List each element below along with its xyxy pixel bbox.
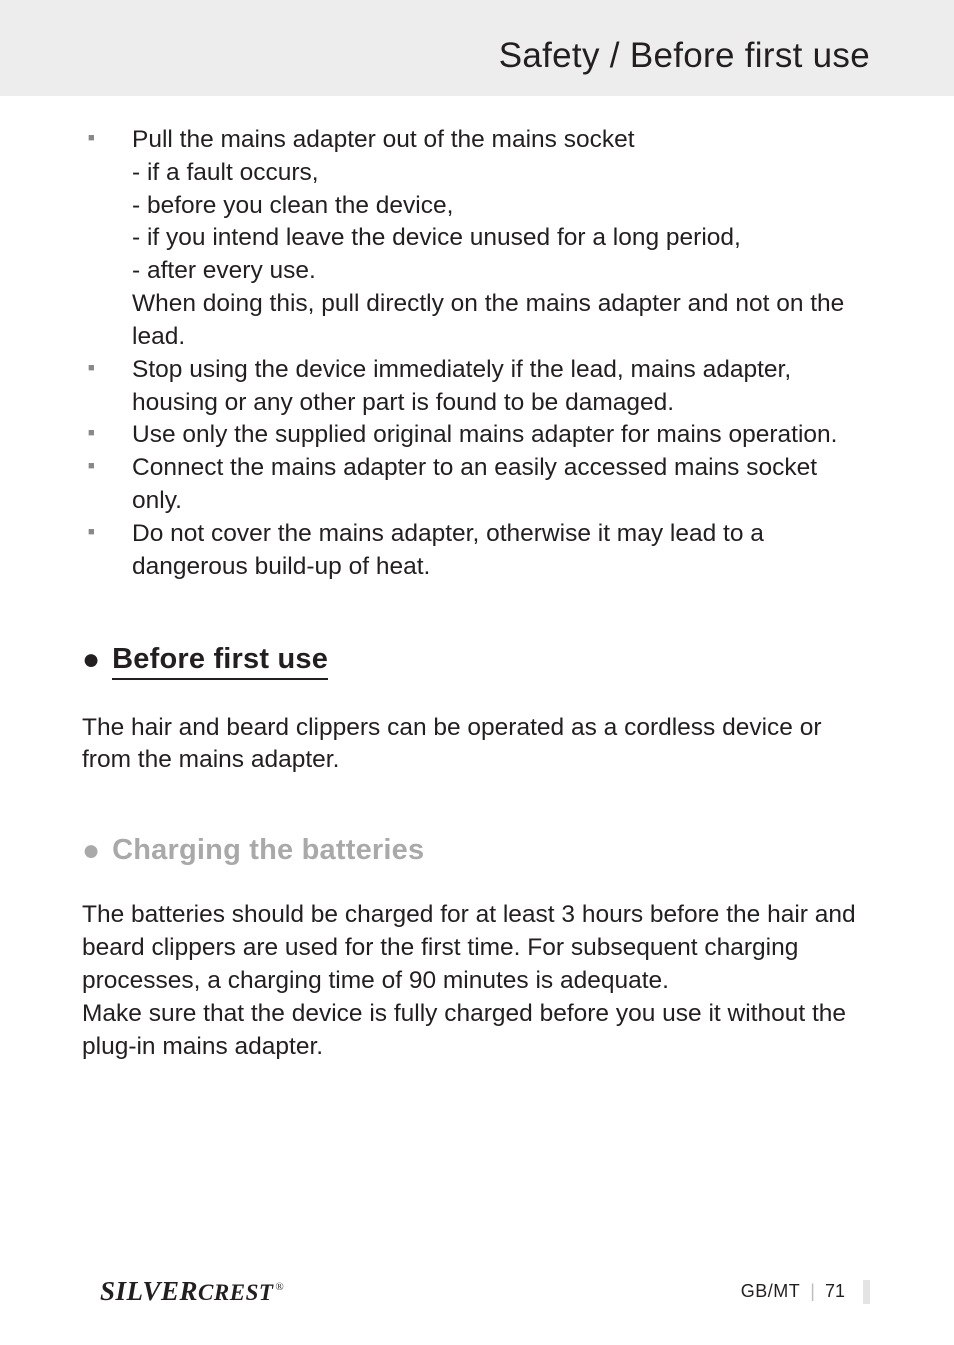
bullet-lead: Stop using the device immediately if the… <box>132 356 791 416</box>
content-area: Pull the mains adapter out of the mains … <box>0 96 954 1063</box>
page-footer: SILVERCREST® GB/MT | 71 <box>0 1276 954 1307</box>
brand-part1: SILVER <box>100 1276 198 1306</box>
section-charging-batteries-head: ● Charging the batteries <box>82 833 872 867</box>
bullet-icon: ● <box>82 643 100 677</box>
safety-bullet-list: Pull the mains adapter out of the mains … <box>82 124 872 584</box>
section-paragraph: The batteries should be charged for at l… <box>82 899 872 1063</box>
bullet-lead: Do not cover the mains adapter, otherwis… <box>132 520 764 580</box>
bullet-dash-line: - if a fault occurs, <box>132 157 872 190</box>
brand-part2: CREST <box>198 1280 273 1305</box>
section-paragraph: The hair and beard clippers can be opera… <box>82 712 872 778</box>
section-before-first-use-head: ● Before first use <box>82 642 872 680</box>
bullet-lead: Pull the mains adapter out of the mains … <box>132 126 635 153</box>
bullet-dash-line: - after every use. <box>132 255 872 288</box>
bullet-item: Pull the mains adapter out of the mains … <box>82 124 872 354</box>
region-code: GB/MT <box>741 1281 801 1302</box>
page-header-title: Safety / Before first use <box>499 36 870 76</box>
page-reference: GB/MT | 71 <box>741 1280 870 1304</box>
divider-icon: | <box>810 1281 815 1302</box>
page-number: 71 <box>825 1281 845 1302</box>
bullet-lead: Use only the supplied original mains ada… <box>132 421 837 448</box>
brand-logo: SILVERCREST® <box>100 1276 282 1307</box>
bullet-item: Stop using the device immediately if the… <box>82 354 872 420</box>
header-band: Safety / Before first use <box>0 0 954 96</box>
section-title: Before first use <box>112 643 328 680</box>
page-badge <box>863 1280 870 1304</box>
section-title: Charging the batteries <box>112 834 424 867</box>
bullet-dash-line: - if you intend leave the device unused … <box>132 222 872 255</box>
bullet-item: Do not cover the mains adapter, otherwis… <box>82 518 872 584</box>
bullet-dash-line: - before you clean the device, <box>132 190 872 223</box>
bullet-lead: Connect the mains adapter to an easily a… <box>132 454 817 514</box>
bullet-icon: ● <box>82 834 100 868</box>
registered-icon: ® <box>275 1281 284 1293</box>
bullet-item: Use only the supplied original mains ada… <box>82 419 872 452</box>
bullet-item: Connect the mains adapter to an easily a… <box>82 452 872 518</box>
bullet-trail: When doing this, pull directly on the ma… <box>132 288 872 354</box>
